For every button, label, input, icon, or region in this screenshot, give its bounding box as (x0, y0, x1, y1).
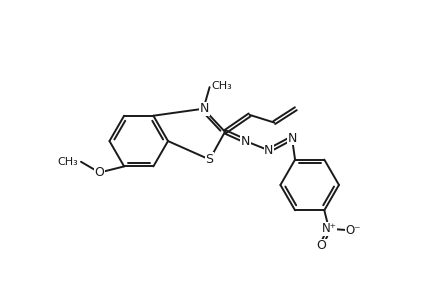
Text: O: O (316, 239, 326, 252)
Text: N: N (287, 132, 296, 144)
Text: S: S (206, 153, 214, 166)
Text: N: N (200, 102, 209, 115)
Text: O⁻: O⁻ (346, 224, 361, 237)
Text: N⁺: N⁺ (321, 222, 337, 235)
Text: N: N (241, 135, 250, 148)
Text: O: O (95, 166, 104, 179)
Text: N: N (264, 144, 273, 157)
Text: CH₃: CH₃ (211, 81, 232, 91)
Text: CH₃: CH₃ (57, 157, 78, 167)
